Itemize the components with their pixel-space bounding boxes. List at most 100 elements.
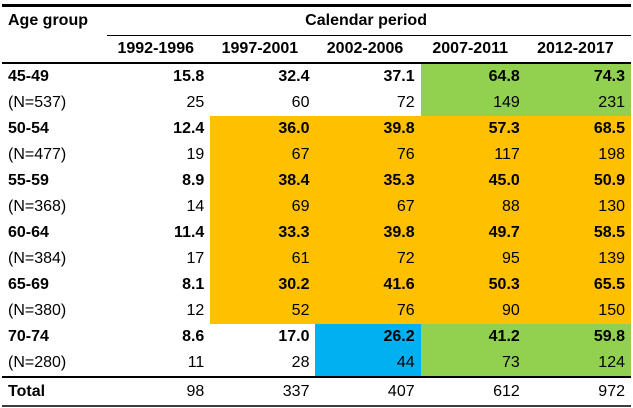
- row-sublabel: (N=368): [8, 198, 67, 215]
- cell-pct-highlight-orange: 30.2: [210, 272, 316, 298]
- cell-pct-highlight-orange: 58.5: [525, 220, 631, 246]
- row-sublabel: (N=380): [8, 302, 67, 319]
- column-header-1997-2001: 1997-2001: [210, 35, 316, 64]
- cell-count-highlight-orange: 198: [525, 142, 631, 168]
- cell-pct: 15.8: [173, 68, 205, 85]
- cell-pct-highlight-green: 64.8: [420, 63, 526, 90]
- cell-pct-highlight-green: 59.8: [525, 324, 631, 350]
- cell-count-highlight-green: 231: [525, 90, 631, 116]
- cell-count: 11: [187, 354, 205, 371]
- total-value: 612: [420, 376, 526, 406]
- column-header-2012-2017: 2012-2017: [525, 35, 631, 64]
- table-row: (N=384) 17 61 72 95 139: [2, 246, 631, 272]
- cell-count-highlight-orange: 150: [525, 298, 631, 324]
- column-header-2002-2006: 2002-2006: [315, 35, 421, 64]
- cell-count-highlight-orange: 76: [315, 298, 421, 324]
- cell-count-highlight-green: 124: [525, 350, 631, 377]
- cell-pct: 32.4: [278, 68, 310, 85]
- total-value: 407: [315, 376, 421, 406]
- cell-pct-highlight-orange: 39.8: [315, 116, 421, 142]
- cell-pct-highlight-orange: 57.3: [420, 116, 526, 142]
- table-row: (N=477) 19 67 76 117 198: [2, 142, 631, 168]
- row-label: 65-69: [8, 276, 49, 293]
- cell-count-highlight-orange: 90: [420, 298, 526, 324]
- cell-count-highlight-orange: 69: [210, 194, 316, 220]
- cell-count-highlight-green: 73: [420, 350, 526, 377]
- cell-pct-highlight-orange: 50.9: [525, 168, 631, 194]
- cell-count: 17: [186, 250, 205, 267]
- row-label: 45-49: [8, 68, 49, 85]
- table-row: 50-54 12.4 36.0 39.8 57.3 68.5: [2, 116, 631, 142]
- cell-pct-highlight-orange: 68.5: [525, 116, 631, 142]
- cell-count-highlight-orange: 139: [525, 246, 631, 272]
- row-label: 55-59: [8, 172, 49, 189]
- table-row: (N=380) 12 52 76 90 150: [2, 298, 631, 324]
- cell-pct-highlight-orange: 65.5: [525, 272, 631, 298]
- blank-header-cell: [2, 35, 108, 64]
- cell-pct-highlight-orange: 45.0: [420, 168, 526, 194]
- cell-pct: 12.4: [173, 120, 205, 137]
- period-header-row: 1992-1996 1997-2001 2002-2006 2007-2011 …: [2, 35, 631, 64]
- age-by-calendar-period-table: Age group Calendar period 1992-1996 1997…: [2, 4, 631, 407]
- row-sublabel: (N=384): [8, 250, 67, 267]
- age-group-header: Age group: [8, 12, 88, 30]
- total-value: 337: [210, 376, 316, 406]
- cell-pct-highlight-orange: 38.4: [210, 168, 316, 194]
- cell-count: 60: [291, 94, 310, 111]
- table-row: (N=537) 25 60 72 149 231: [2, 90, 631, 116]
- row-label: 50-54: [8, 120, 49, 137]
- cell-pct: 8.6: [182, 328, 205, 345]
- cell-pct: 8.9: [182, 172, 205, 189]
- cell-count-highlight-orange: 117: [420, 142, 526, 168]
- row-label: 60-64: [8, 224, 49, 241]
- cell-count: 14: [186, 198, 205, 215]
- cell-pct-highlight-orange: 35.3: [315, 168, 421, 194]
- column-header-1992-1996: 1992-1996: [107, 35, 211, 64]
- cell-count-highlight-orange: 95: [420, 246, 526, 272]
- cell-pct-highlight-orange: 36.0: [210, 116, 316, 142]
- total-value: 98: [107, 376, 211, 406]
- cell-pct-highlight-orange: 39.8: [315, 220, 421, 246]
- cell-pct-highlight-blue: 26.2: [315, 324, 421, 350]
- row-sublabel: (N=537): [8, 94, 67, 111]
- cell-count-highlight-orange: 61: [210, 246, 316, 272]
- column-header-2007-2011: 2007-2011: [420, 35, 526, 64]
- cell-count: 19: [186, 146, 205, 163]
- cell-count-highlight-orange: 67: [315, 194, 421, 220]
- cell-pct-highlight-green: 41.2: [420, 324, 526, 350]
- table-row: 60-64 11.4 33.3 39.8 49.7 58.5: [2, 220, 631, 246]
- row-sublabel: (N=280): [8, 354, 67, 371]
- group-header-row: Age group Calendar period: [2, 5, 631, 36]
- table-row: 70-74 8.6 17.0 26.2 41.2 59.8: [2, 324, 631, 350]
- cell-count: 25: [186, 94, 205, 111]
- cell-pct-highlight-orange: 41.6: [315, 272, 421, 298]
- cell-pct: 8.1: [182, 276, 205, 293]
- cell-count: 12: [186, 302, 205, 319]
- cell-count-highlight-orange: 67: [210, 142, 316, 168]
- cell-count-highlight-orange: 88: [420, 194, 526, 220]
- calendar-period-header: Calendar period: [107, 5, 631, 36]
- cell-pct: 17.0: [278, 328, 310, 345]
- table-row: 55-59 8.9 38.4 35.3 45.0 50.9: [2, 168, 631, 194]
- cell-pct-highlight-orange: 33.3: [210, 220, 316, 246]
- cell-pct-highlight-green: 74.3: [525, 63, 631, 90]
- table-row: (N=368) 14 69 67 88 130: [2, 194, 631, 220]
- cell-count-highlight-orange: 52: [210, 298, 316, 324]
- total-label: Total: [2, 376, 108, 406]
- cell-count-highlight-blue: 44: [315, 350, 421, 377]
- cell-count: 28: [291, 354, 310, 371]
- row-sublabel: (N=477): [8, 146, 67, 163]
- cell-pct: 37.1: [383, 68, 415, 85]
- cell-count-highlight-green: 149: [420, 90, 526, 116]
- cell-count-highlight-orange: 72: [315, 246, 421, 272]
- table-row: (N=280) 11 28 44 73 124: [2, 350, 631, 377]
- total-row: Total 98 337 407 612 972: [2, 376, 631, 406]
- cell-count-highlight-orange: 130: [525, 194, 631, 220]
- cell-pct: 11.4: [174, 224, 205, 241]
- table-row: 45-49 15.8 32.4 37.1 64.8 74.3: [2, 63, 631, 90]
- cell-pct-highlight-orange: 49.7: [420, 220, 526, 246]
- cell-count: 72: [396, 94, 415, 111]
- cell-pct-highlight-orange: 50.3: [420, 272, 526, 298]
- cell-count-highlight-orange: 76: [315, 142, 421, 168]
